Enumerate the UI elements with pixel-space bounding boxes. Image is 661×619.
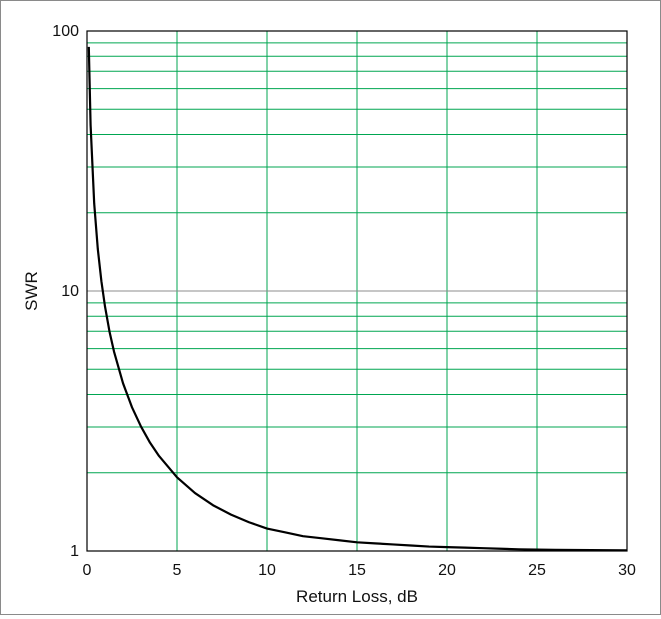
plot-line-group — [87, 46, 628, 552]
x-tick-label: 5 — [173, 562, 182, 579]
x-tick-label: 20 — [438, 562, 456, 579]
x-tick-label: 15 — [348, 562, 366, 579]
x-tick-label: 25 — [528, 562, 546, 579]
axes — [86, 30, 628, 552]
x-tick-label: 10 — [258, 562, 276, 579]
swr-curve — [87, 46, 628, 552]
y-tick-label: 1 — [70, 543, 79, 560]
y-axis-label: SWR — [22, 271, 41, 311]
y-tick-label: 10 — [61, 283, 79, 300]
x-axis-label: Return Loss, dB — [296, 587, 418, 606]
plot-area-border — [86, 30, 628, 552]
grid — [87, 31, 627, 551]
x-tick-label: 0 — [83, 562, 92, 579]
tick-labels: 0 5 10 15 20 25 30 1 10 100 — [52, 23, 636, 579]
y-tick-label: 100 — [52, 23, 79, 40]
x-tick-label: 30 — [618, 562, 636, 579]
